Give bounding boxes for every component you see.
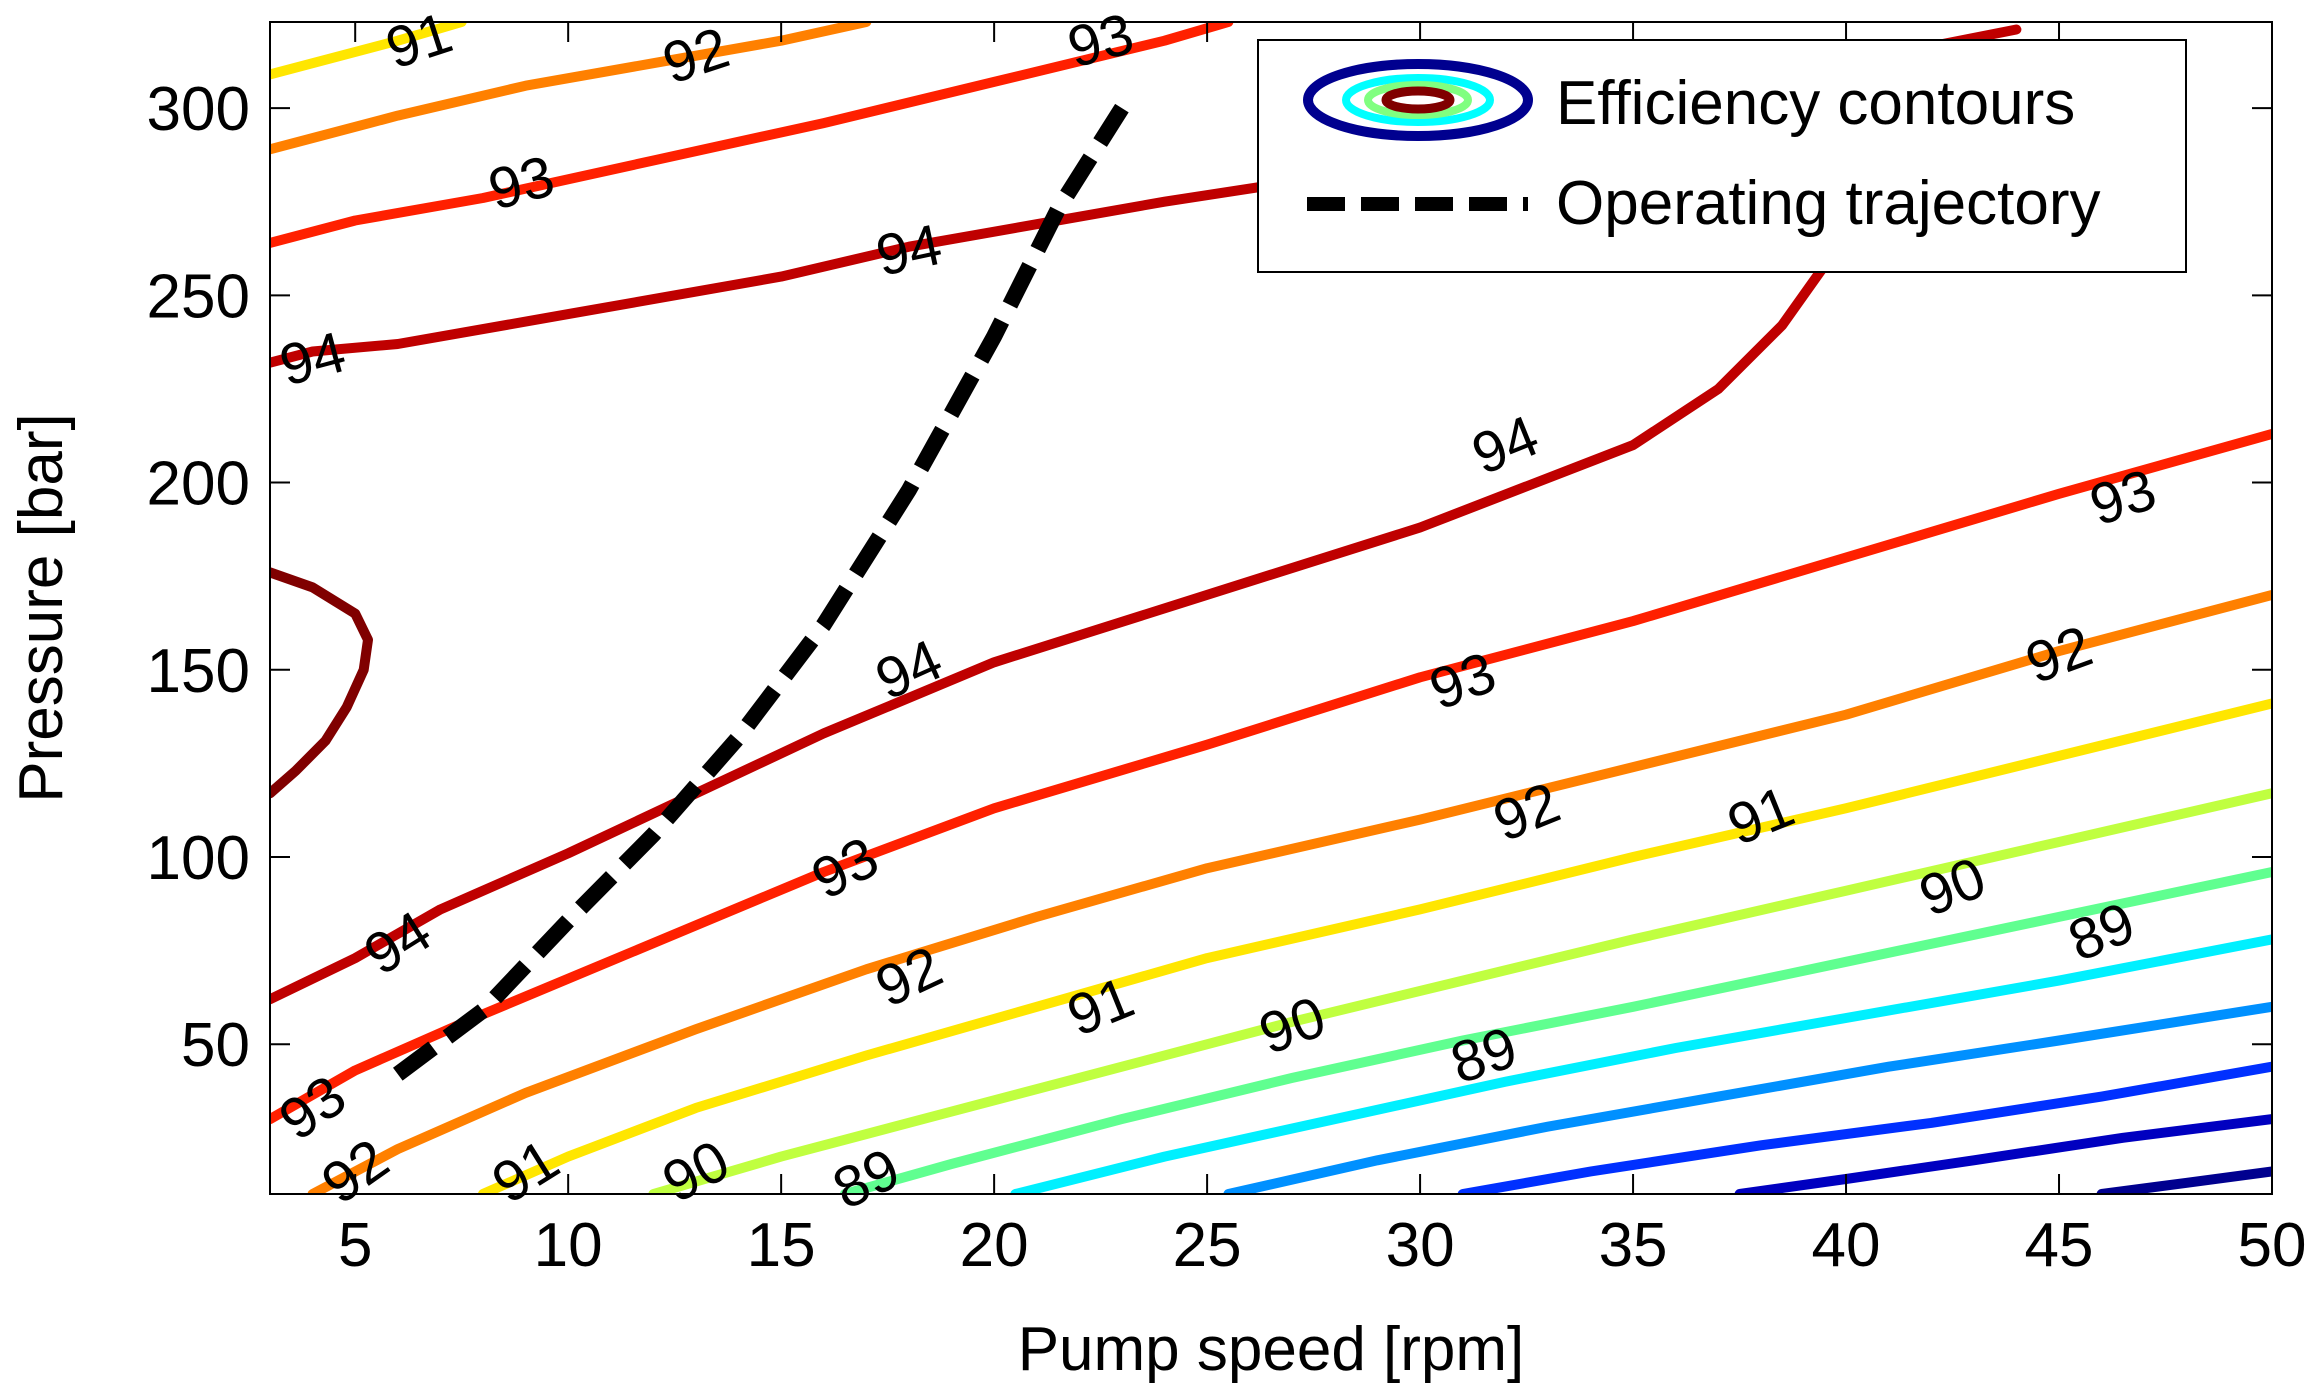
axis-ticks: 5 10 15 20 25 30 35 40 45 50 50 100 150 200 250 300	[147, 22, 2307, 1280]
legend: Efficiency contours Operating trajectory	[1257, 39, 2187, 273]
legend-label-contours: Efficiency contours	[1556, 69, 2075, 138]
contour-line-89	[840, 867, 2272, 1194]
plot-frame	[269, 21, 2273, 1195]
legend-ellipse-second	[1364, 81, 1472, 119]
x-tick-label: 40	[1812, 1211, 1881, 1280]
x-tick-label: 35	[1599, 1211, 1668, 1280]
operating-trajectory-line	[393, 103, 1129, 1081]
contour-line-90	[648, 788, 2272, 1194]
contour-label: 94	[871, 212, 948, 289]
y-tick-label: 200	[147, 450, 250, 519]
x-axis-label: Pump speed [rpm]	[1018, 1315, 1525, 1384]
contour-line-93	[270, 22, 1234, 248]
y-tick-label: 50	[181, 1011, 250, 1080]
legend-ellipse-middle	[1342, 74, 1494, 126]
trajectory-layer	[393, 103, 1129, 1081]
y-tick-label: 250	[147, 262, 250, 331]
legend-ellipse-outer	[1303, 59, 1533, 141]
x-tick-label: 30	[1386, 1211, 1455, 1280]
contour-line-88	[1010, 934, 2272, 1194]
x-tick-label: 15	[747, 1211, 816, 1280]
x-tick-label: 45	[2025, 1211, 2094, 1280]
contour-line-92	[270, 22, 872, 155]
contour-line-91	[478, 698, 2272, 1194]
x-tick-label: 10	[534, 1211, 603, 1280]
contour-legend-icon	[1303, 59, 1533, 141]
contour-line-84	[2096, 1166, 2272, 1194]
contour-line-86	[1457, 1061, 2272, 1194]
x-tick-label: 50	[2238, 1211, 2307, 1280]
y-tick-label: 300	[147, 75, 250, 144]
contour-line-95	[270, 567, 373, 799]
legend-label-trajectory: Operating trajectory	[1556, 169, 2100, 238]
y-tick-label: 100	[147, 824, 250, 893]
x-tick-label: 5	[338, 1211, 372, 1280]
contour-line-87	[1223, 1001, 2272, 1194]
contour-layer	[270, 22, 2272, 1194]
x-tick-label: 20	[960, 1211, 1029, 1280]
y-tick-label: 150	[147, 637, 250, 706]
x-tick-label: 25	[1173, 1211, 1242, 1280]
contour-line-91	[270, 22, 467, 80]
legend-ellipse-inner	[1381, 86, 1455, 114]
y-axis-label: Pressure [bar]	[7, 413, 76, 802]
contour-line-92	[307, 589, 2272, 1194]
contour-line-85	[1734, 1114, 2272, 1194]
